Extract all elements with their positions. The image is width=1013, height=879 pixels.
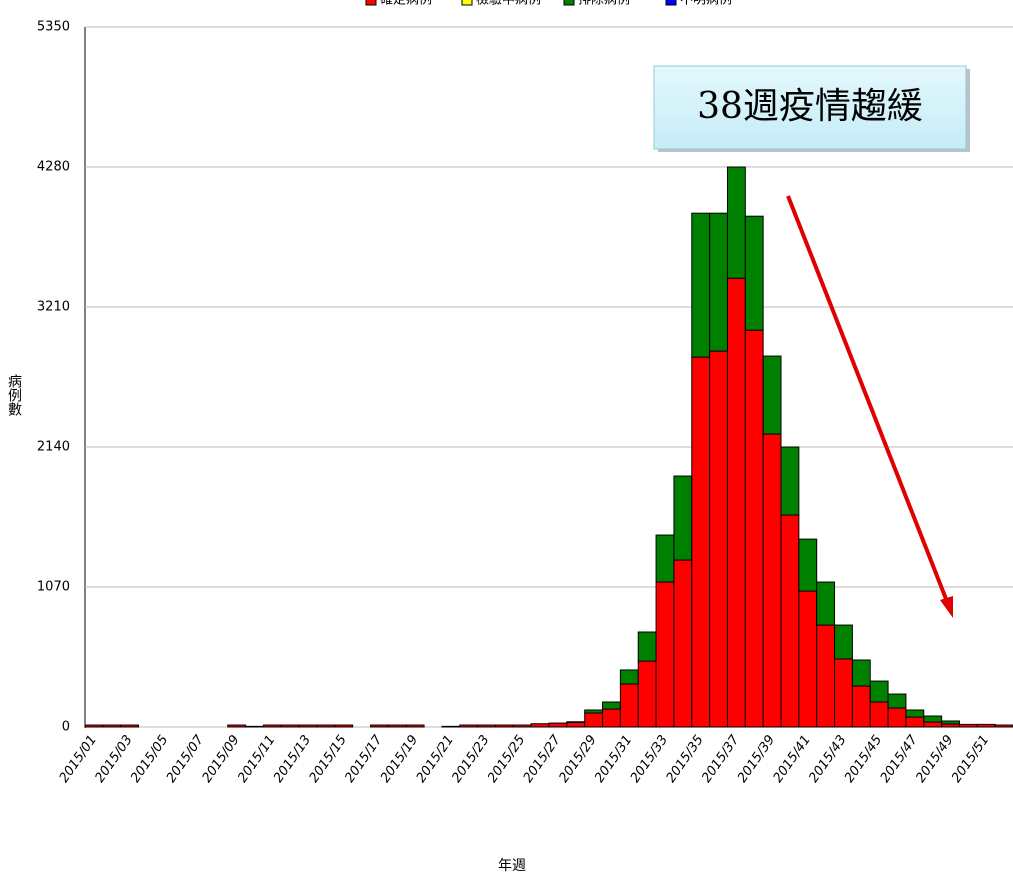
bar-segment (637, 660, 657, 728)
legend-swatch (461, 0, 473, 6)
bar-segment (798, 590, 818, 728)
bar-segment (494, 724, 514, 728)
bar-segment (227, 724, 247, 728)
bar-segment (370, 724, 389, 728)
bar-segment (602, 708, 621, 728)
bar-segment (102, 724, 122, 728)
bar-segment (655, 581, 675, 728)
bar-segment (691, 212, 711, 358)
bar-segment (530, 723, 550, 728)
bar-segment (994, 724, 1013, 728)
annotation: 38週疫情趨緩 (697, 86, 923, 127)
bar-segment (548, 722, 568, 728)
bar-segment (887, 693, 907, 709)
bar-segment (584, 709, 604, 714)
bar-segment (941, 720, 960, 725)
bar-segment (762, 433, 782, 728)
bar-segment (709, 212, 728, 352)
y-tick-label: 3210 (37, 300, 70, 315)
bar-segment (923, 721, 943, 728)
bar-segment (726, 277, 746, 728)
bar-segment (851, 659, 871, 687)
legend-swatch (665, 0, 677, 6)
bar-segment (780, 446, 800, 516)
bar-segment (584, 712, 604, 728)
bar-segment (512, 724, 532, 728)
bar-segment (887, 707, 907, 728)
bar-segment (869, 701, 889, 728)
bar-segment (245, 725, 264, 728)
bar-segment (709, 350, 728, 728)
bar-segment (834, 624, 853, 660)
x-axis-label: 年週 (498, 858, 526, 874)
legend-label: 檢驗中病例 (476, 0, 541, 8)
bar-segment (602, 701, 621, 710)
bar-segment (459, 724, 479, 728)
bar-segment (298, 724, 318, 728)
bar-segment (869, 680, 889, 703)
bar-segment (816, 581, 836, 626)
bar-segment (780, 514, 800, 728)
bar-segment (84, 724, 104, 728)
y-tick-label: 0 (62, 720, 70, 735)
bar-segment (726, 166, 746, 279)
bar-segment (262, 724, 282, 728)
annotation-arrow (786, 195, 950, 605)
legend-label: 排除病例 (578, 0, 630, 8)
bar-segment (851, 685, 871, 728)
y-axis-label: 病例數 (6, 374, 22, 416)
bar-segment (762, 355, 782, 435)
bar-segment (673, 559, 693, 728)
bar-segment (619, 669, 639, 685)
legend-swatch (365, 0, 377, 6)
bar-segment (619, 683, 639, 728)
annotation-arrowhead (940, 596, 953, 618)
bar-segment (673, 475, 693, 561)
bar-segment (405, 724, 425, 728)
bar-segment (655, 534, 675, 583)
y-tick-label: 5350 (37, 20, 70, 35)
bar-segment (816, 624, 836, 728)
annotation-box (653, 65, 967, 150)
legend-label: 確定病例 (380, 0, 432, 8)
bar-segment (744, 215, 764, 331)
bar-segment (744, 329, 764, 728)
y-tick-label: 1070 (37, 580, 70, 595)
bar-segment (387, 724, 407, 728)
y-tick-label: 4280 (37, 160, 70, 175)
bar-segment (958, 723, 978, 728)
bar-segment (923, 715, 943, 723)
bar-segment (834, 658, 853, 728)
bar-segment (120, 724, 140, 728)
bar-segment (334, 724, 354, 728)
bar-segment (477, 724, 496, 728)
bar-segment (280, 724, 300, 728)
bar-segment (905, 716, 925, 728)
bar-segment (316, 724, 336, 728)
bar-segment (691, 356, 711, 728)
bar-segment (441, 725, 461, 728)
y-tick-label: 2140 (37, 440, 70, 455)
bar-segment (566, 721, 586, 728)
legend-swatch (563, 0, 575, 6)
legend-label: 不明病例 (680, 0, 732, 8)
bar-segment (905, 709, 925, 718)
bar-segment (566, 721, 586, 723)
bar-segment (637, 631, 657, 662)
bar-segment (976, 723, 996, 728)
bar-segment (798, 538, 818, 592)
